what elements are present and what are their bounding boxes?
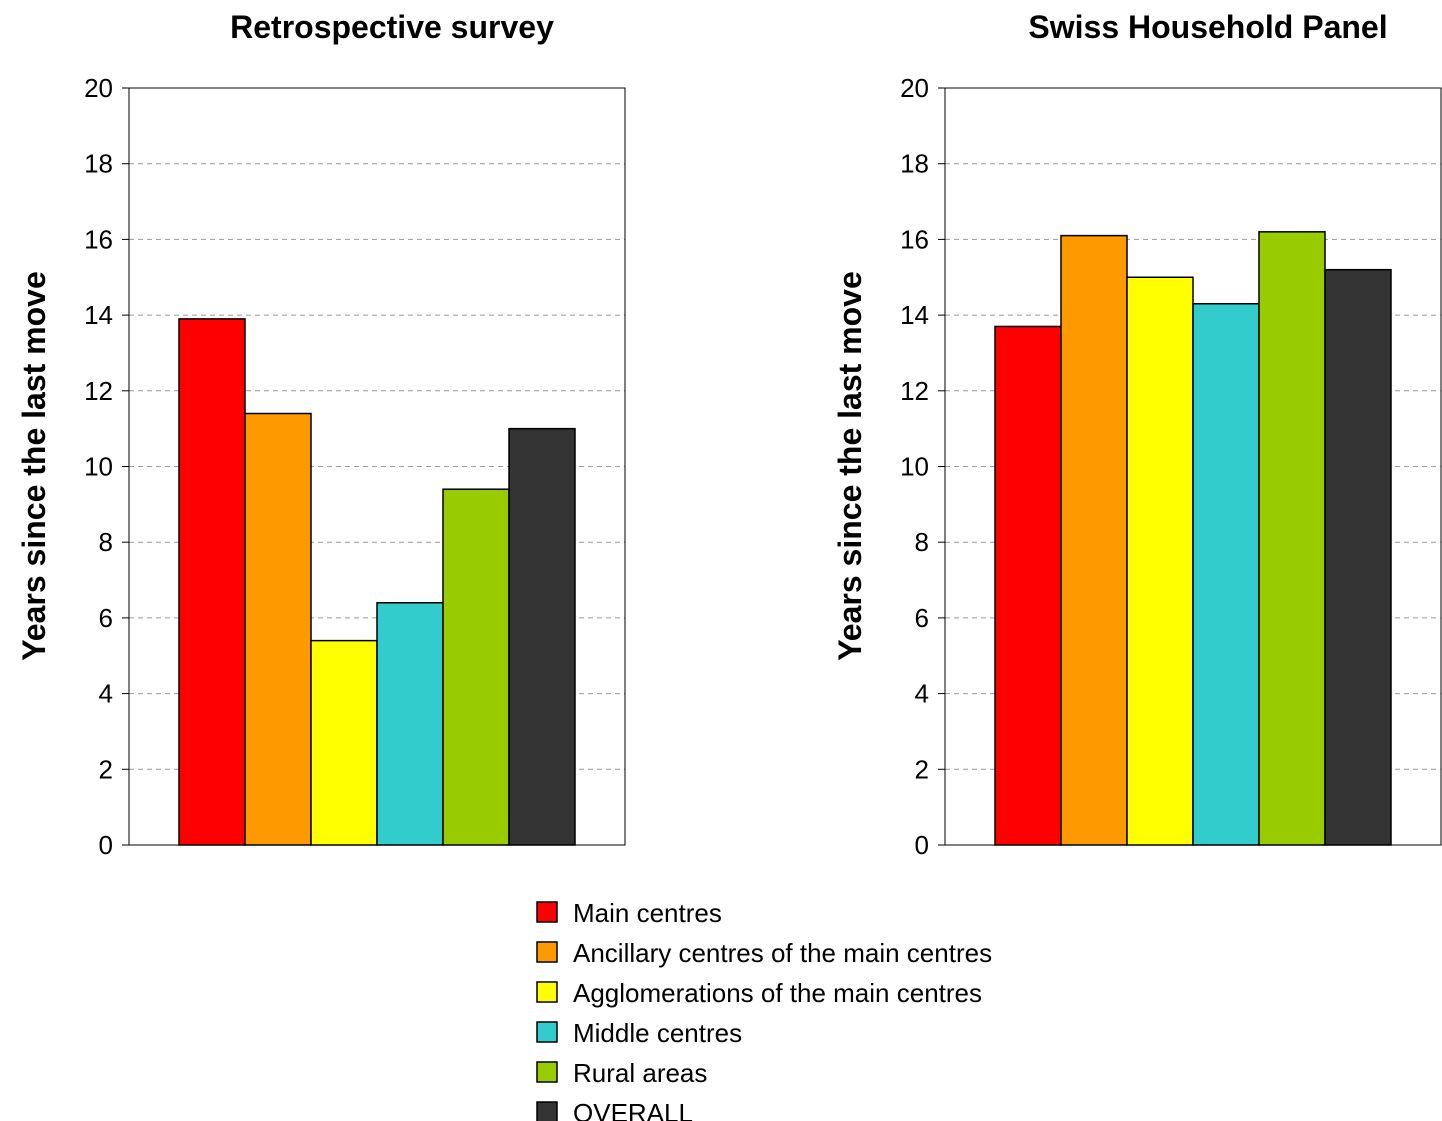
legend-label: Rural areas	[573, 1058, 707, 1088]
legend-swatch	[536, 981, 558, 1003]
y-tick-label: 6	[99, 603, 113, 633]
bar-middle-centres	[1192, 302, 1260, 846]
y-tick-label: 12	[84, 376, 113, 406]
y-tick-label: 4	[99, 679, 113, 709]
y-tick-label: 18	[900, 149, 929, 179]
bar-agglomerations-of-the-main-centres	[1126, 276, 1194, 846]
y-tick-label: 14	[84, 300, 113, 330]
bar-main-centres	[178, 318, 246, 846]
y-tick-label: 0	[915, 830, 929, 860]
y-tick-label: 20	[84, 73, 113, 103]
bar-ancillary-centres-of-the-main-centres	[1060, 234, 1128, 846]
bars	[994, 231, 1392, 846]
legend-label: Ancillary centres of the main centres	[573, 938, 992, 968]
chart-title: Retrospective survey	[230, 9, 554, 45]
y-tick-label: 20	[900, 73, 929, 103]
chart-retrospective-survey: Retrospective survey Years since the las…	[16, 9, 626, 860]
y-tick-label: 10	[900, 452, 929, 482]
y-tick-label: 14	[900, 300, 929, 330]
bar-overall	[508, 427, 576, 846]
bar-rural-areas	[1258, 231, 1326, 846]
legend-label: Middle centres	[573, 1018, 742, 1048]
y-axis-label: Years since the last move	[16, 271, 52, 661]
legend: Main centres Ancillary centres of the mai…	[536, 898, 992, 1121]
y-tick-label: 18	[84, 149, 113, 179]
y-tick-label: 8	[99, 527, 113, 557]
chart-swiss-household-panel: Swiss Household Panel Years since the la…	[832, 9, 1442, 860]
y-tick-label: 16	[900, 224, 929, 254]
legend-swatch	[536, 1101, 558, 1121]
y-axis-label: Years since the last move	[832, 271, 868, 661]
legend-swatch	[536, 1061, 558, 1083]
bar-ancillary-centres-of-the-main-centres	[244, 412, 312, 846]
y-tick-label: 12	[900, 376, 929, 406]
legend-label: OVERALL	[573, 1098, 693, 1121]
y-tick-label: 10	[84, 452, 113, 482]
bar-rural-areas	[442, 488, 510, 846]
y-tick-label: 4	[915, 679, 929, 709]
legend-label: Agglomerations of the main centres	[573, 978, 982, 1008]
legend-swatch	[536, 901, 558, 923]
legend-label: Main centres	[573, 898, 722, 928]
y-tick-label: 6	[915, 603, 929, 633]
bar-main-centres	[994, 325, 1062, 846]
y-ticks: 0 2 4 6 8 10 12 14 16 18 20	[900, 73, 945, 860]
y-tick-label: 16	[84, 224, 113, 254]
y-tick-label: 2	[99, 754, 113, 784]
y-ticks: 0 2 4 6 8 10 12 14 16 18 20	[84, 73, 129, 860]
y-tick-label: 8	[915, 527, 929, 557]
bar-overall	[1324, 268, 1392, 846]
legend-swatch	[536, 1021, 558, 1043]
bar-agglomerations-of-the-main-centres	[310, 639, 378, 846]
chart-title: Swiss Household Panel	[1028, 9, 1387, 45]
bars	[178, 318, 576, 846]
legend-swatch	[536, 941, 558, 963]
y-tick-label: 2	[915, 754, 929, 784]
bar-middle-centres	[376, 602, 444, 846]
y-tick-label: 0	[99, 830, 113, 860]
